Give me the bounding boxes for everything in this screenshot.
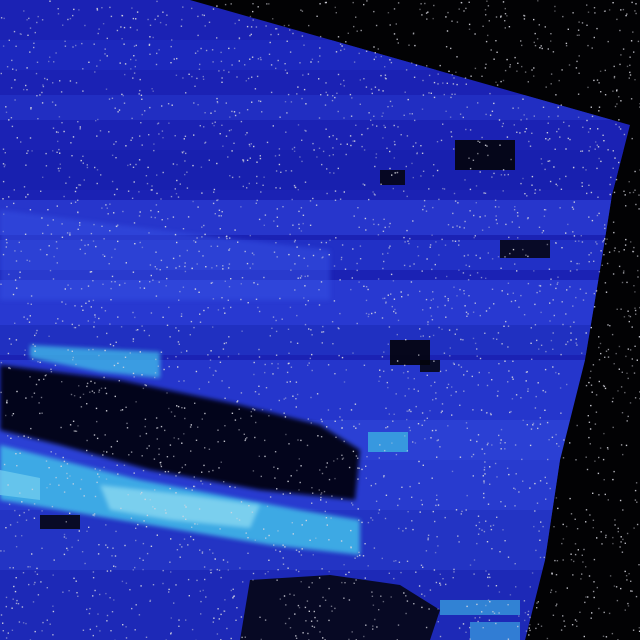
noise-speckles	[0, 0, 640, 640]
imaged-swath	[0, 0, 630, 640]
satellite-image-scene	[0, 0, 640, 640]
satellite-image	[0, 0, 640, 640]
